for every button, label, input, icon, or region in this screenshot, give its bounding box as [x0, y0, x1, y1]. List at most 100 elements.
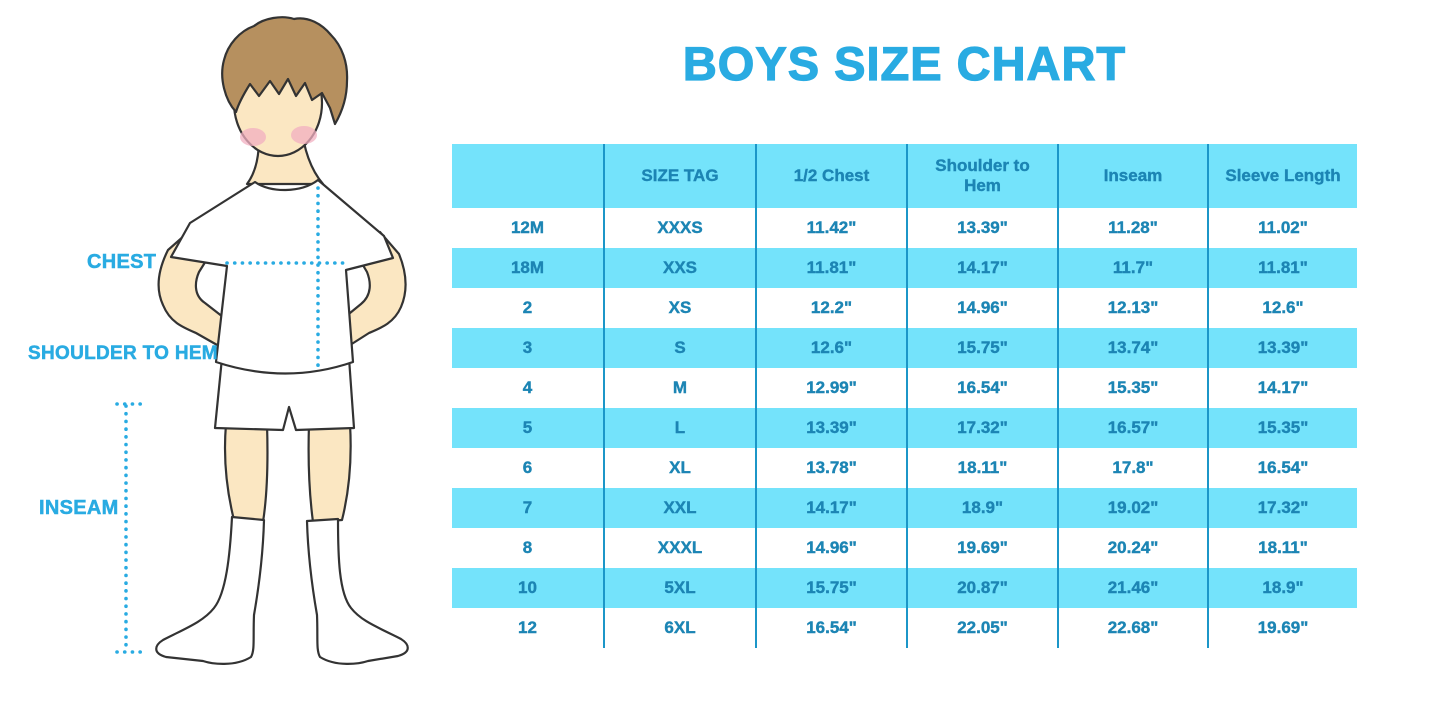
row-size-label: 12M	[510, 218, 545, 237]
table-cell: 11.81"	[1207, 248, 1357, 288]
table-body: 12M XXXS 11.42" 13.39" 11.28" 11.02" 18M XXS 11.…	[452, 208, 1357, 648]
table-cell: 15.35"	[1207, 408, 1357, 448]
table-cell: 19.02"	[1057, 488, 1207, 528]
table-cell: 16.54"	[1207, 448, 1357, 488]
table-cell: 17.8"	[1057, 448, 1207, 488]
t-shirt	[169, 178, 395, 375]
table-cell: 14.17"	[755, 488, 906, 528]
table-row: 8 XXXL 14.96" 19.69" 20.24" 18.11"	[452, 528, 1357, 568]
row-size-label: 7	[522, 498, 533, 517]
table-cell: 16.54"	[755, 608, 906, 648]
row-size-label: 8	[522, 538, 533, 557]
table-cell: 6XL	[603, 608, 755, 648]
table-cell: 17.32"	[1207, 488, 1357, 528]
chest-label: CHEST	[87, 251, 157, 274]
boy-measurement-figure	[115, 16, 409, 665]
table-row: 10 5XL 15.75" 20.87" 21.46" 18.9"	[452, 568, 1357, 608]
header-cell-shoulder-to-hem: Shoulder to Hem	[906, 144, 1057, 208]
right-sock	[305, 517, 409, 665]
table-cell: 13.39"	[906, 208, 1057, 248]
table-cell: 22.05"	[906, 608, 1057, 648]
table-cell: 12.2"	[755, 288, 906, 328]
left-sock	[155, 515, 266, 665]
table-cell: 13.78"	[755, 448, 906, 488]
hair	[221, 16, 349, 126]
page-title: BOYS SIZE CHART	[682, 36, 1127, 90]
table-cell: 18.9"	[906, 488, 1057, 528]
row-size-label: 6	[522, 458, 533, 477]
table-cell: 15.75"	[906, 328, 1057, 368]
table-cell: 20.24"	[1057, 528, 1207, 568]
table-cell: 18.11"	[906, 448, 1057, 488]
table-cell: 13.74"	[1057, 328, 1207, 368]
table-cell: L	[603, 408, 755, 448]
table-cell: 14.17"	[1207, 368, 1357, 408]
table-cell: 20.87"	[906, 568, 1057, 608]
header-label: Inseam	[1103, 166, 1163, 185]
table-cell: 16.54"	[906, 368, 1057, 408]
table-row: 18M XXS 11.81" 14.17" 11.7" 11.81"	[452, 248, 1357, 288]
table-cell: 12.6"	[1207, 288, 1357, 328]
row-size-label: 3	[522, 338, 533, 357]
header-label: SIZE TAG	[641, 166, 719, 185]
row-size-label: 10	[518, 578, 537, 597]
table-cell: 14.96"	[755, 528, 906, 568]
table-row: 7 XXL 14.17" 18.9" 19.02" 17.32"	[452, 488, 1357, 528]
table-cell: M	[603, 368, 755, 408]
blush-right-cheek	[291, 126, 317, 144]
table-cell: XXS	[603, 248, 755, 288]
table-cell: 12.13"	[1057, 288, 1207, 328]
table-cell: 21.46"	[1057, 568, 1207, 608]
row-size-label: 5	[522, 418, 533, 437]
table-cell: 18.11"	[1207, 528, 1357, 568]
table-row: 6 XL 13.78" 18.11" 17.8" 16.54"	[452, 448, 1357, 488]
table-cell: 14.96"	[906, 288, 1057, 328]
table-row: 12 6XL 16.54" 22.05" 22.68" 19.69"	[452, 608, 1357, 648]
header-cell-sleeve-length: Sleeve Length	[1207, 144, 1357, 208]
boys-size-table: SIZE TAG 1/2 Chest Shoulder to Hem Insea…	[452, 144, 1357, 648]
table-cell: 17.32"	[906, 408, 1057, 448]
header-label: 1/2 Chest	[793, 166, 870, 185]
table-cell: XL	[603, 448, 755, 488]
header-label: Sleeve Length	[1225, 166, 1341, 185]
table-cell: 11.81"	[755, 248, 906, 288]
table-cell: 12.99"	[755, 368, 906, 408]
header-cell-size	[452, 144, 603, 208]
table-cell: 14.17"	[906, 248, 1057, 288]
table-cell: 11.42"	[755, 208, 906, 248]
header-cell-inseam: Inseam	[1057, 144, 1207, 208]
blush-left-cheek	[240, 128, 266, 146]
boy-illustration	[155, 16, 409, 665]
measurement-lines	[115, 186, 345, 654]
table-cell: 19.69"	[1207, 608, 1357, 648]
header-label: Shoulder to Hem	[935, 155, 1030, 195]
table-row: 4 M 12.99" 16.54" 15.35" 14.17"	[452, 368, 1357, 408]
table-row: 2 XS 12.2" 14.96" 12.13" 12.6"	[452, 288, 1357, 328]
table-cell: XXXS	[603, 208, 755, 248]
table-cell: S	[603, 328, 755, 368]
left-leg	[223, 422, 269, 524]
header-cell-size-tag: SIZE TAG	[603, 144, 755, 208]
table-cell: XXXL	[603, 528, 755, 568]
table-cell: 22.68"	[1057, 608, 1207, 648]
table-header-row: SIZE TAG 1/2 Chest Shoulder to Hem Insea…	[452, 144, 1357, 208]
table-cell: 18.9"	[1207, 568, 1357, 608]
row-size-label: 12	[518, 618, 537, 637]
table-cell: 15.35"	[1057, 368, 1207, 408]
table-cell: 11.28"	[1057, 208, 1207, 248]
table-cell: 13.39"	[755, 408, 906, 448]
row-size-label: 2	[522, 298, 533, 317]
table-cell: XXL	[603, 488, 755, 528]
table-cell: 15.75"	[755, 568, 906, 608]
shoulder-to-hem-label: SHOULDER TO HEM	[28, 343, 218, 365]
table-cell: 11.7"	[1057, 248, 1207, 288]
inseam-label: INSEAM	[39, 497, 119, 520]
header-cell-half-chest: 1/2 Chest	[755, 144, 906, 208]
table-cell: 5XL	[603, 568, 755, 608]
table-row: 3 S 12.6" 15.75" 13.74" 13.39"	[452, 328, 1357, 368]
table-cell: 19.69"	[906, 528, 1057, 568]
right-leg	[307, 422, 352, 524]
table-cell: 11.02"	[1207, 208, 1357, 248]
table-row: 12M XXXS 11.42" 13.39" 11.28" 11.02"	[452, 208, 1357, 248]
table-cell: 12.6"	[755, 328, 906, 368]
